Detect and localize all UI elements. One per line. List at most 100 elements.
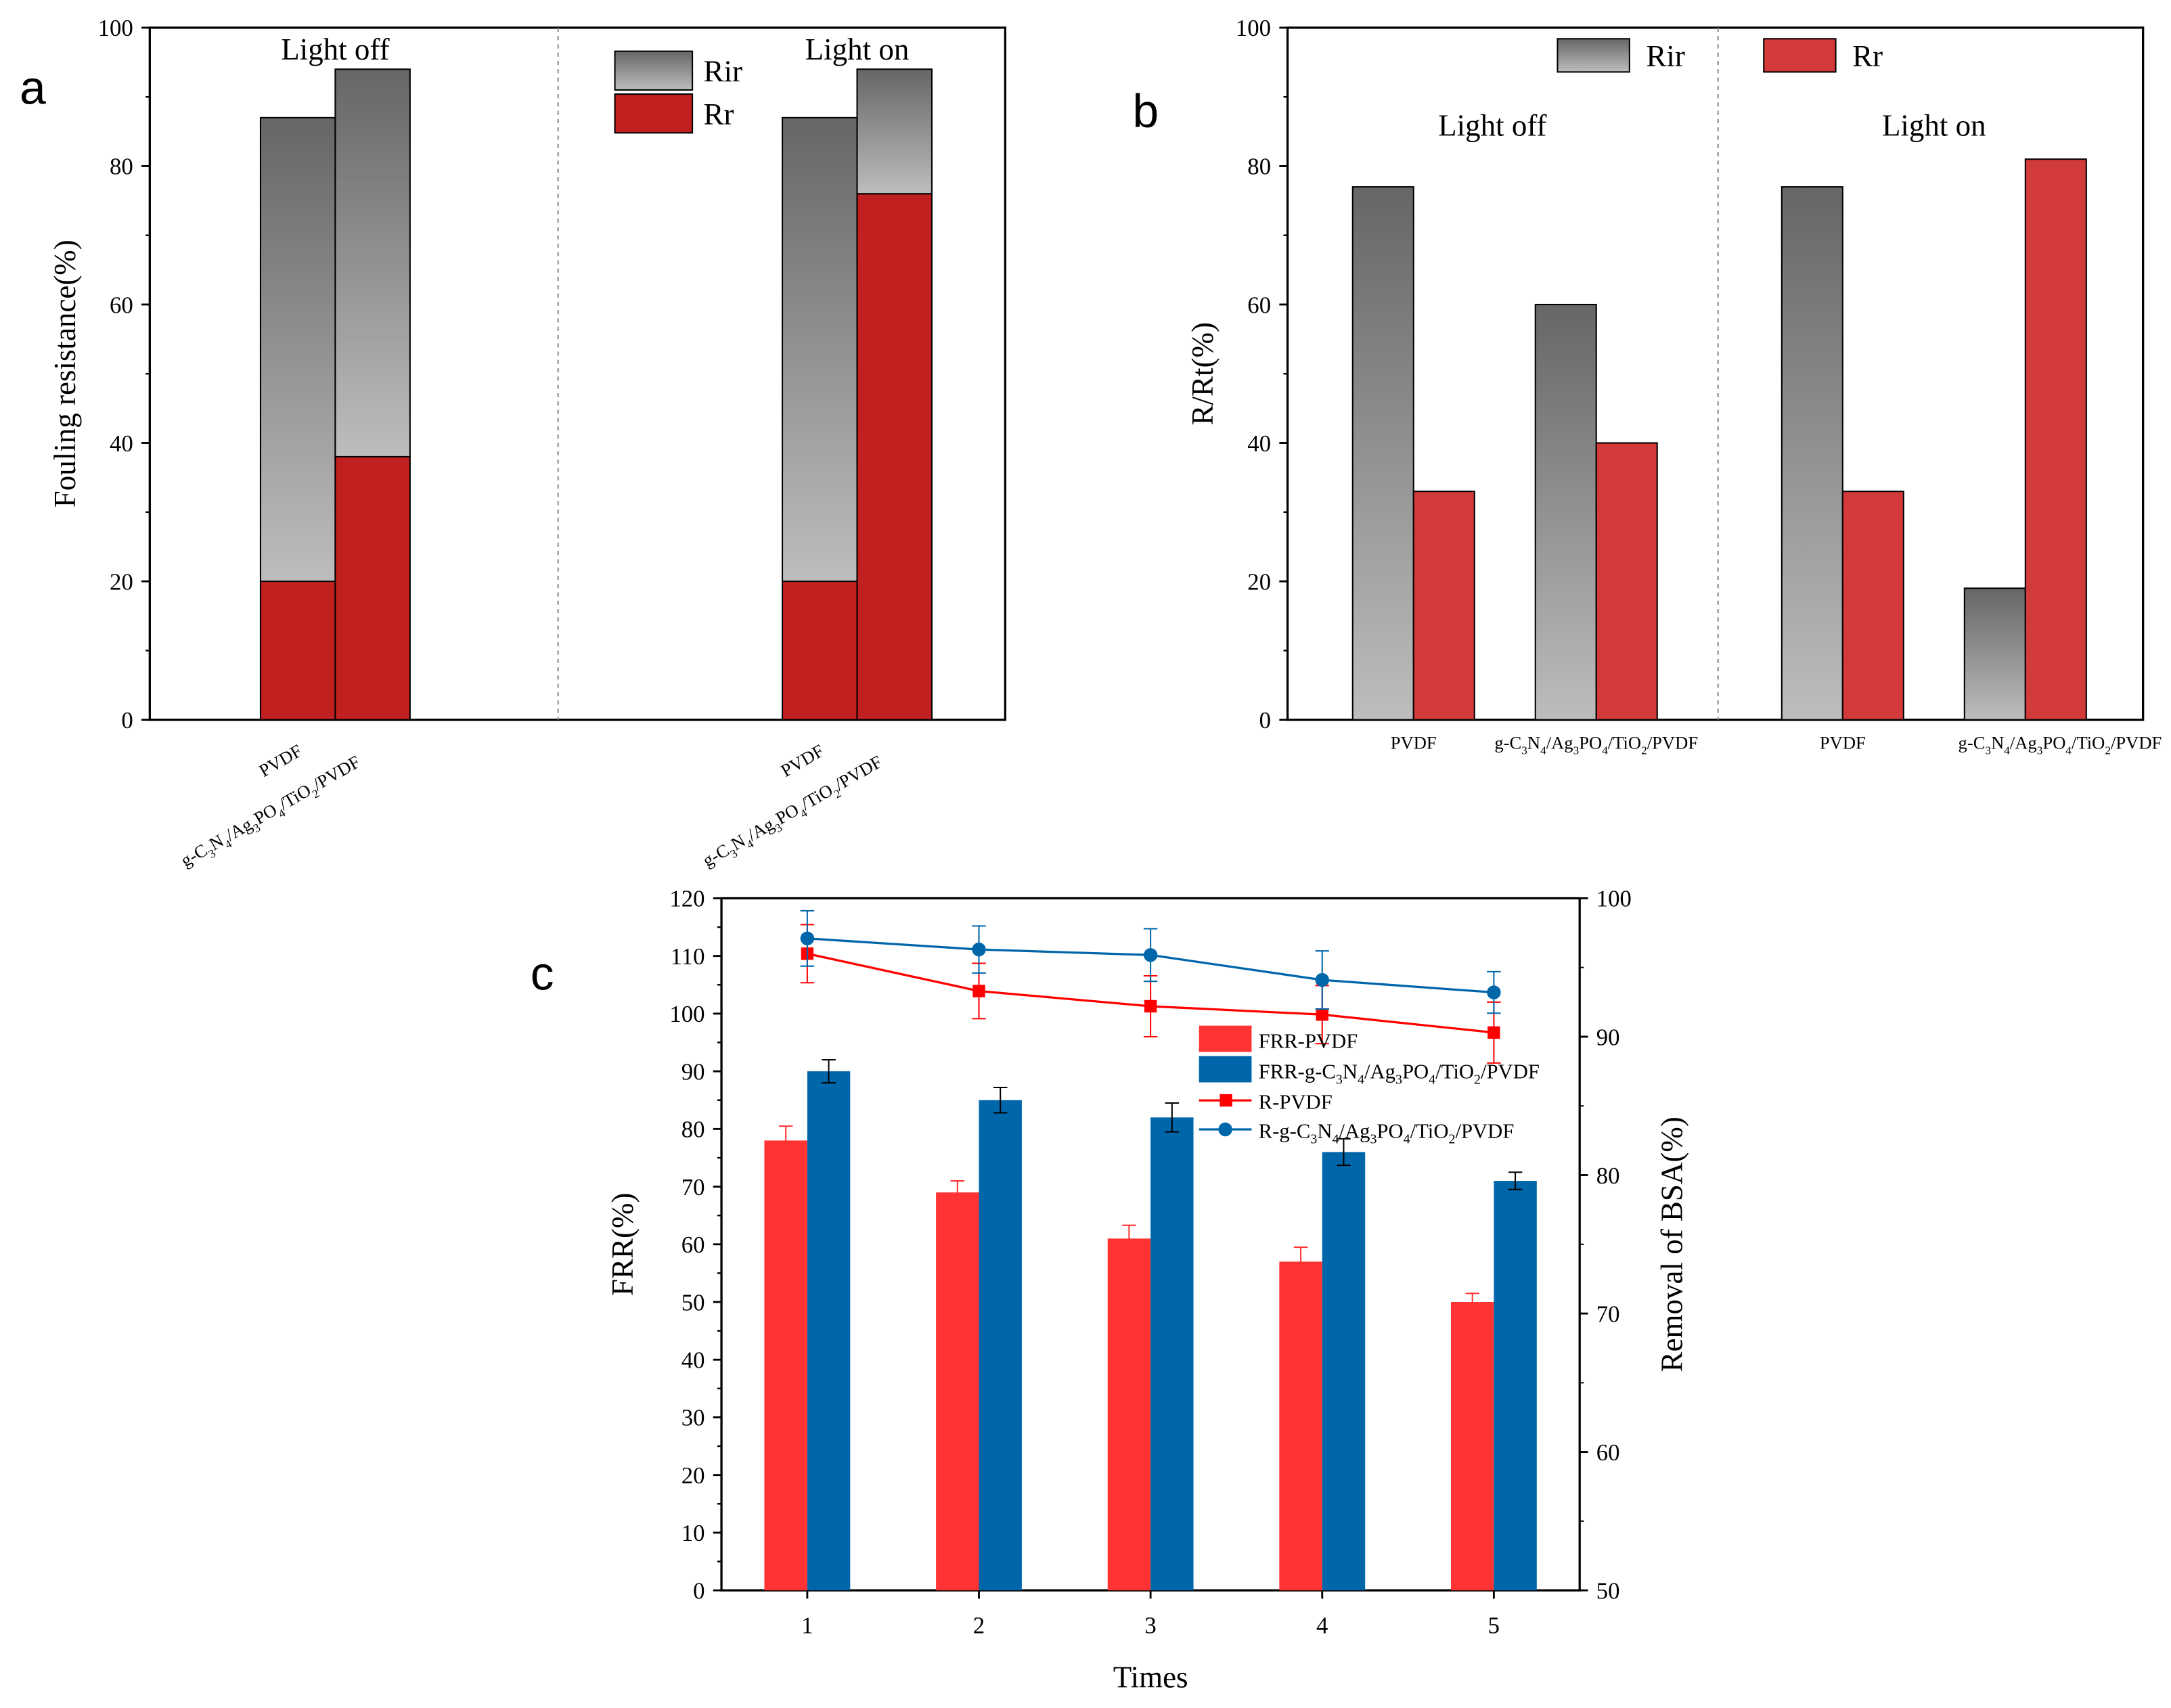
- legend-label: FRR-g-C3N4/Ag3PO4/TiO2/PVDF: [1259, 1060, 1540, 1087]
- x-tick-label: PVDF: [778, 740, 828, 781]
- group-title: Light on: [1882, 108, 1986, 142]
- y-tick-label: 20: [681, 1462, 705, 1489]
- legend-label: R-PVDF: [1259, 1090, 1333, 1113]
- x-tick-label: 5: [1488, 1613, 1500, 1639]
- y2-tick-label: 100: [1596, 886, 1632, 912]
- y-tick-label: 60: [681, 1232, 705, 1258]
- y-tick-label: 110: [671, 943, 705, 970]
- marker-circle: [800, 931, 815, 945]
- y-axis-label: FRR(%): [606, 1193, 640, 1296]
- x-tick-label: g-C3N4/Ag3PO4/TiO2/PVDF: [1494, 733, 1698, 757]
- bar-rir: [1534, 303, 1597, 721]
- y-tick-label: 100: [669, 1001, 704, 1027]
- y-tick-label: 40: [110, 430, 133, 457]
- bar-rr: [1412, 491, 1475, 721]
- legend-label-rr: Rr: [703, 97, 734, 131]
- bar-rr: [334, 455, 411, 721]
- y-tick-label: 80: [1247, 154, 1271, 180]
- legend-swatch-bar: [1199, 1056, 1252, 1083]
- y2-tick-label: 60: [1596, 1439, 1620, 1466]
- marker-circle: [1315, 972, 1329, 987]
- marker-square: [972, 985, 985, 997]
- y2-tick-label: 80: [1596, 1163, 1620, 1189]
- legend-label-rir: Rir: [1646, 39, 1685, 73]
- y2-tick-label: 50: [1596, 1577, 1620, 1604]
- bar-rir: [1781, 186, 1843, 721]
- y-tick-label: 30: [681, 1405, 705, 1431]
- y-tick-label: 80: [110, 154, 133, 180]
- bar-rr: [782, 581, 858, 721]
- y-tick-label: 0: [693, 1577, 704, 1604]
- x-tick-label: PVDF: [1820, 733, 1866, 753]
- bar-frr-pvdf: [1107, 1238, 1151, 1591]
- x-tick-label: 2: [973, 1613, 985, 1639]
- y-tick-label: 20: [110, 568, 133, 595]
- bar-rr: [1841, 491, 1904, 721]
- bar-frr-composite: [807, 1071, 851, 1591]
- bar-rir: [856, 68, 933, 195]
- group-title: Light off: [281, 32, 389, 66]
- bar-frr-composite: [1150, 1117, 1194, 1591]
- bar-rir: [1351, 186, 1414, 721]
- bar-rir: [334, 68, 411, 457]
- legend-label: FRR-PVDF: [1259, 1029, 1358, 1052]
- marker-square: [1487, 1026, 1500, 1039]
- bar-rr: [259, 581, 336, 721]
- y-axis-label: Fouling resistance(%): [48, 240, 82, 508]
- legend-swatch-rir: [1557, 38, 1630, 73]
- bar-frr-pvdf: [1279, 1261, 1322, 1591]
- x-tick-label: 4: [1316, 1613, 1328, 1639]
- bar-rir: [782, 116, 858, 583]
- y2-tick-label: 70: [1596, 1301, 1620, 1327]
- x-tick-label: PVDF: [1391, 733, 1437, 753]
- legend-swatch-rr: [614, 93, 694, 134]
- bar-frr-pvdf: [764, 1140, 807, 1591]
- bar-frr-pvdf: [936, 1192, 979, 1591]
- group-title: Light on: [805, 32, 910, 66]
- y-tick-label: 100: [1236, 15, 1271, 41]
- y-tick-label: 0: [121, 707, 133, 734]
- bar-rr: [856, 193, 933, 721]
- y-tick-label: 100: [98, 15, 133, 41]
- bar-rr: [1595, 442, 1658, 721]
- y-tick-label: 80: [681, 1117, 705, 1143]
- panel-a-chart: 0 20 40 60 80 100 Fouling resistance(%) Light o…: [48, 15, 1007, 871]
- legend-swatch-rir: [614, 50, 694, 91]
- panel-c-chart: 0 10 20 30 40 50 60 70 80 90 100 110 120 50 60 70 80 90 10…: [606, 886, 1688, 1694]
- marker-circle: [972, 942, 986, 957]
- bar-frr-composite: [1494, 1181, 1537, 1591]
- bar-frr-composite: [1322, 1152, 1366, 1591]
- bar-rir: [1963, 587, 2026, 721]
- y-tick-label: 50: [681, 1289, 705, 1316]
- y-tick-label: 10: [681, 1520, 705, 1546]
- x-tick-label: 3: [1144, 1613, 1156, 1639]
- legend-swatch-rr: [1763, 38, 1837, 73]
- y-tick-label: 120: [669, 886, 704, 912]
- bar-frr-pvdf: [1450, 1302, 1494, 1591]
- y-tick-label: 40: [681, 1347, 705, 1374]
- legend-label-rr: Rr: [1852, 39, 1883, 73]
- bar-rir: [259, 116, 336, 583]
- y-tick-label: 20: [1247, 568, 1271, 595]
- x-tick-label: PVDF: [256, 740, 306, 781]
- legend-swatch-bar: [1199, 1025, 1252, 1052]
- panel-a-label: a: [20, 61, 46, 114]
- y-tick-label: 90: [681, 1058, 705, 1085]
- panel-b-label: b: [1133, 85, 1159, 137]
- legend-marker: [1219, 1094, 1232, 1107]
- legend-label: R-g-C3N4/Ag3PO4/TiO2/PVDF: [1259, 1119, 1515, 1146]
- y2-tick-label: 90: [1596, 1024, 1620, 1050]
- y-tick-label: 70: [681, 1174, 705, 1200]
- group-title: Light off: [1438, 108, 1546, 142]
- y-tick-label: 60: [110, 292, 133, 318]
- y-tick-label: 40: [1247, 430, 1271, 457]
- y2-axis-label: Removal of BSA(%): [1655, 1117, 1689, 1372]
- marker-circle: [1487, 985, 1501, 999]
- x-axis-label: Times: [1113, 1660, 1188, 1694]
- y-tick-label: 60: [1247, 292, 1271, 318]
- marker-square: [1144, 999, 1157, 1013]
- panel-b-chart: 0 20 40 60 80 100 Light off PVDF g-C3N4/Ag3PO4/T…: [1236, 15, 2162, 757]
- y-axis-label-panel-b: R/Rt(%): [1186, 322, 1219, 425]
- panel-c-label: c: [531, 947, 554, 999]
